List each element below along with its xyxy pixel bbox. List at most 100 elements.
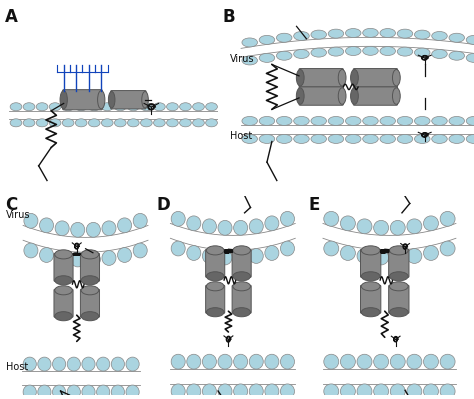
Ellipse shape bbox=[276, 117, 292, 125]
Ellipse shape bbox=[361, 308, 380, 317]
Ellipse shape bbox=[328, 117, 344, 125]
Text: E: E bbox=[308, 196, 319, 213]
Ellipse shape bbox=[233, 272, 250, 281]
Ellipse shape bbox=[36, 119, 48, 127]
Ellipse shape bbox=[351, 69, 358, 86]
Ellipse shape bbox=[363, 134, 378, 143]
Text: Host: Host bbox=[230, 131, 252, 142]
Ellipse shape bbox=[324, 384, 339, 399]
Ellipse shape bbox=[234, 220, 247, 235]
Ellipse shape bbox=[86, 252, 100, 267]
Ellipse shape bbox=[218, 220, 232, 235]
Ellipse shape bbox=[374, 220, 389, 235]
FancyBboxPatch shape bbox=[54, 289, 73, 317]
Ellipse shape bbox=[242, 38, 257, 47]
Ellipse shape bbox=[432, 32, 447, 40]
FancyBboxPatch shape bbox=[81, 253, 100, 281]
Ellipse shape bbox=[62, 119, 74, 127]
Ellipse shape bbox=[180, 103, 191, 111]
Ellipse shape bbox=[81, 250, 99, 259]
Ellipse shape bbox=[192, 103, 204, 111]
Ellipse shape bbox=[101, 119, 113, 127]
Ellipse shape bbox=[128, 119, 139, 127]
FancyBboxPatch shape bbox=[206, 285, 225, 313]
Ellipse shape bbox=[75, 119, 87, 127]
Ellipse shape bbox=[328, 29, 344, 38]
Ellipse shape bbox=[71, 222, 85, 237]
Ellipse shape bbox=[440, 241, 455, 256]
Ellipse shape bbox=[242, 134, 257, 143]
Ellipse shape bbox=[97, 357, 110, 371]
Ellipse shape bbox=[340, 354, 356, 369]
Ellipse shape bbox=[449, 33, 465, 42]
Ellipse shape bbox=[380, 29, 395, 38]
Ellipse shape bbox=[294, 134, 309, 143]
FancyBboxPatch shape bbox=[361, 249, 381, 277]
Ellipse shape bbox=[338, 69, 346, 86]
Ellipse shape bbox=[97, 385, 110, 399]
Ellipse shape bbox=[340, 384, 356, 399]
Ellipse shape bbox=[55, 250, 73, 259]
Ellipse shape bbox=[39, 247, 54, 263]
Ellipse shape bbox=[109, 91, 115, 108]
FancyBboxPatch shape bbox=[353, 87, 398, 105]
Ellipse shape bbox=[374, 250, 389, 265]
Ellipse shape bbox=[346, 117, 361, 125]
Ellipse shape bbox=[114, 103, 126, 111]
Ellipse shape bbox=[38, 357, 51, 371]
Ellipse shape bbox=[449, 51, 465, 60]
Ellipse shape bbox=[88, 119, 100, 127]
Ellipse shape bbox=[294, 117, 309, 125]
Ellipse shape bbox=[397, 29, 413, 38]
Ellipse shape bbox=[86, 222, 100, 237]
Ellipse shape bbox=[142, 91, 148, 108]
Ellipse shape bbox=[49, 119, 61, 127]
Ellipse shape bbox=[392, 88, 400, 105]
Ellipse shape bbox=[294, 32, 309, 40]
Ellipse shape bbox=[390, 250, 405, 265]
Ellipse shape bbox=[234, 354, 247, 369]
Ellipse shape bbox=[363, 46, 378, 55]
Ellipse shape bbox=[133, 213, 147, 228]
Ellipse shape bbox=[233, 282, 250, 291]
Ellipse shape bbox=[55, 276, 73, 285]
Ellipse shape bbox=[55, 221, 69, 236]
Ellipse shape bbox=[466, 53, 474, 62]
Ellipse shape bbox=[361, 272, 380, 281]
Ellipse shape bbox=[259, 36, 275, 44]
Ellipse shape bbox=[249, 354, 263, 369]
Ellipse shape bbox=[126, 357, 139, 371]
Ellipse shape bbox=[187, 216, 201, 231]
Ellipse shape bbox=[311, 48, 327, 57]
Ellipse shape bbox=[338, 88, 346, 105]
Ellipse shape bbox=[357, 354, 372, 369]
Ellipse shape bbox=[324, 354, 339, 369]
Ellipse shape bbox=[423, 354, 438, 369]
Ellipse shape bbox=[111, 385, 125, 399]
FancyBboxPatch shape bbox=[232, 285, 251, 313]
Ellipse shape bbox=[23, 385, 36, 399]
Ellipse shape bbox=[62, 103, 74, 111]
Ellipse shape bbox=[259, 117, 275, 125]
Ellipse shape bbox=[53, 357, 66, 371]
Ellipse shape bbox=[390, 272, 408, 281]
FancyBboxPatch shape bbox=[389, 285, 409, 313]
Ellipse shape bbox=[187, 354, 201, 369]
Ellipse shape bbox=[206, 119, 218, 127]
Ellipse shape bbox=[242, 117, 257, 125]
Ellipse shape bbox=[171, 241, 185, 256]
Ellipse shape bbox=[390, 308, 408, 317]
Ellipse shape bbox=[276, 134, 292, 143]
Ellipse shape bbox=[187, 384, 201, 399]
Ellipse shape bbox=[81, 276, 99, 285]
Ellipse shape bbox=[324, 211, 339, 226]
Ellipse shape bbox=[276, 33, 292, 42]
Ellipse shape bbox=[440, 384, 455, 399]
Ellipse shape bbox=[390, 384, 405, 399]
Ellipse shape bbox=[311, 117, 327, 125]
Text: D: D bbox=[156, 196, 170, 213]
Ellipse shape bbox=[154, 103, 165, 111]
Ellipse shape bbox=[328, 134, 344, 143]
Ellipse shape bbox=[202, 219, 217, 234]
Ellipse shape bbox=[82, 385, 95, 399]
